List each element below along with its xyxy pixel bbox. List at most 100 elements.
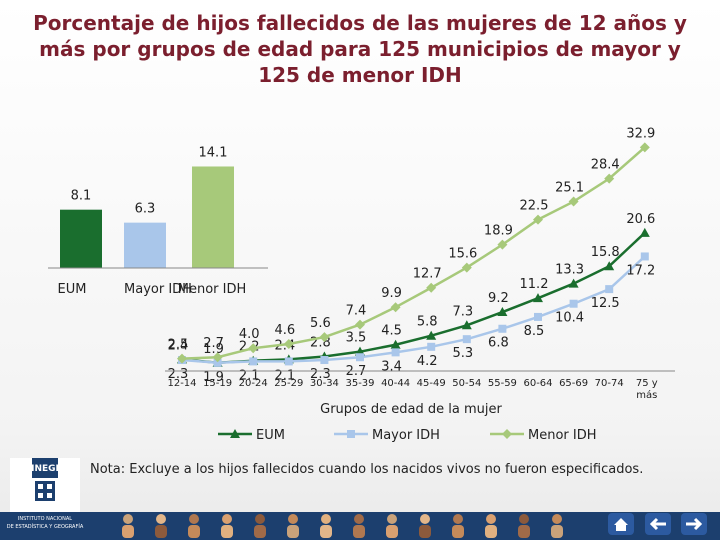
- person-icon: [188, 514, 200, 538]
- series-menor-idh: 2.5 2.7 4.0 4.6 5.6 7.4 9.9 12.7 15.6 18.9 22.5 25.…: [168, 126, 655, 364]
- data-label: 15.6: [448, 247, 477, 262]
- data-label: 12.5: [591, 296, 620, 311]
- data-point: [355, 319, 365, 330]
- data-label: 18.9: [484, 224, 513, 239]
- x-tick-label: 40-44: [381, 378, 410, 389]
- x-tick-label: 25-29: [274, 378, 303, 389]
- person-icon: [551, 514, 563, 538]
- data-point: [568, 278, 579, 288]
- data-point: [604, 173, 615, 184]
- arrow-left-icon: [649, 517, 666, 531]
- x-tick-label: 75 y: [636, 378, 658, 389]
- data-label: 5.8: [417, 315, 438, 330]
- x-tick-label: 50-54: [452, 378, 481, 389]
- bar-mayor-idh: [124, 222, 166, 268]
- data-point: [249, 357, 258, 366]
- series-mayor-idh: 2.3 1.9 2.1 2.1 2.3 2.7 3.4 4.25.36.88.510.412.…: [168, 252, 655, 385]
- legend-item: Menor IDH: [490, 428, 597, 443]
- legend-marker: [502, 429, 512, 439]
- data-label: 12.7: [413, 267, 442, 282]
- data-label: 2.1: [239, 368, 260, 383]
- data-label: 4.2: [417, 354, 438, 369]
- x-tick-label: 45-49: [417, 378, 446, 389]
- data-point: [497, 239, 508, 250]
- data-label: 10.4: [555, 311, 584, 326]
- inegi-logo: INEGI INSTITUTO NACIONAL DE ESTADÍSTICA …: [7, 458, 84, 530]
- data-point: [427, 342, 436, 351]
- data-point: [533, 293, 543, 303]
- data-label: 2.7: [203, 336, 224, 351]
- data-label: 28.4: [591, 158, 620, 173]
- data-point: [177, 353, 187, 364]
- footer: Nota: Excluye a los hijos fallecidos cua…: [0, 458, 720, 540]
- data-label: 2.7: [346, 364, 367, 379]
- person-icon: [353, 514, 365, 538]
- bar-eum: [60, 209, 102, 268]
- data-label: 20.6: [626, 212, 655, 227]
- legend: EUM Mayor IDH Menor IDH: [218, 428, 597, 443]
- legend-marker: [347, 430, 355, 438]
- data-label: 3.4: [381, 359, 402, 374]
- data-point: [461, 320, 472, 330]
- data-point: [426, 282, 437, 293]
- x-tick-label: 60-64: [523, 378, 552, 389]
- data-point: [498, 324, 507, 333]
- line-chart: 2.41.92.22.42.83.54.55.87.39.211.213.315…: [168, 126, 656, 384]
- bar-category-label: EUM: [58, 282, 87, 297]
- person-icon: [221, 514, 233, 538]
- data-point: [640, 252, 649, 261]
- data-label: 7.4: [346, 304, 367, 319]
- data-point: [212, 352, 223, 363]
- data-point: [462, 335, 471, 344]
- data-label: 11.2: [520, 277, 549, 292]
- data-point: [568, 196, 579, 207]
- logo-line-2: DE ESTADÍSTICA Y GEOGRAFÍA: [7, 523, 84, 530]
- data-label: 6.8: [488, 336, 509, 351]
- x-tick-label: 12-14: [167, 378, 196, 389]
- data-label: 2.4: [168, 338, 189, 353]
- person-icon: [386, 514, 398, 538]
- x-tick-label: 70-74: [595, 378, 624, 389]
- data-point: [284, 357, 293, 366]
- data-point: [639, 227, 650, 237]
- logo-line-1: INSTITUTO NACIONAL: [18, 516, 72, 522]
- legend-marker: [230, 429, 240, 438]
- back-button[interactable]: [645, 513, 671, 535]
- data-label: 17.2: [626, 263, 655, 278]
- data-point: [356, 353, 364, 362]
- data-point: [320, 356, 329, 365]
- x-tick-label: 20-24: [239, 378, 268, 389]
- legend-label: Menor IDH: [528, 428, 597, 443]
- data-label: 8.5: [524, 324, 545, 339]
- data-label: 3.5: [346, 331, 367, 346]
- data-label: 2.5: [168, 338, 189, 353]
- data-point: [639, 142, 650, 153]
- legend-item: Mayor IDH: [334, 428, 440, 443]
- x-tick-label: 55-59: [488, 378, 517, 389]
- data-point: [497, 307, 508, 317]
- person-icon: [122, 514, 134, 538]
- data-label: 9.2: [488, 291, 509, 306]
- data-point: [248, 343, 259, 354]
- legend-label: EUM: [256, 428, 285, 443]
- data-label: 9.9: [381, 286, 402, 301]
- data-label: 4.0: [239, 327, 260, 342]
- person-icon: [320, 514, 332, 538]
- logo-grid-icon: [35, 481, 55, 501]
- menu-button[interactable]: [608, 513, 634, 535]
- data-label: 5.6: [310, 316, 331, 331]
- person-icon: [254, 514, 266, 538]
- arrow-right-icon: [686, 517, 703, 531]
- data-point: [461, 262, 472, 273]
- chart-title: Porcentaje de hijos fallecidos de las mu…: [33, 11, 687, 87]
- data-point: [569, 299, 578, 308]
- forward-button[interactable]: [681, 513, 707, 535]
- data-label: 15.8: [591, 245, 620, 260]
- person-icon: [452, 514, 464, 538]
- data-label: 7.3: [452, 304, 473, 319]
- data-label: 1.9: [203, 342, 224, 357]
- data-point: [426, 330, 437, 340]
- legend-label: Mayor IDH: [372, 428, 440, 443]
- data-label: 5.3: [452, 346, 473, 361]
- legend-item: EUM: [218, 428, 285, 443]
